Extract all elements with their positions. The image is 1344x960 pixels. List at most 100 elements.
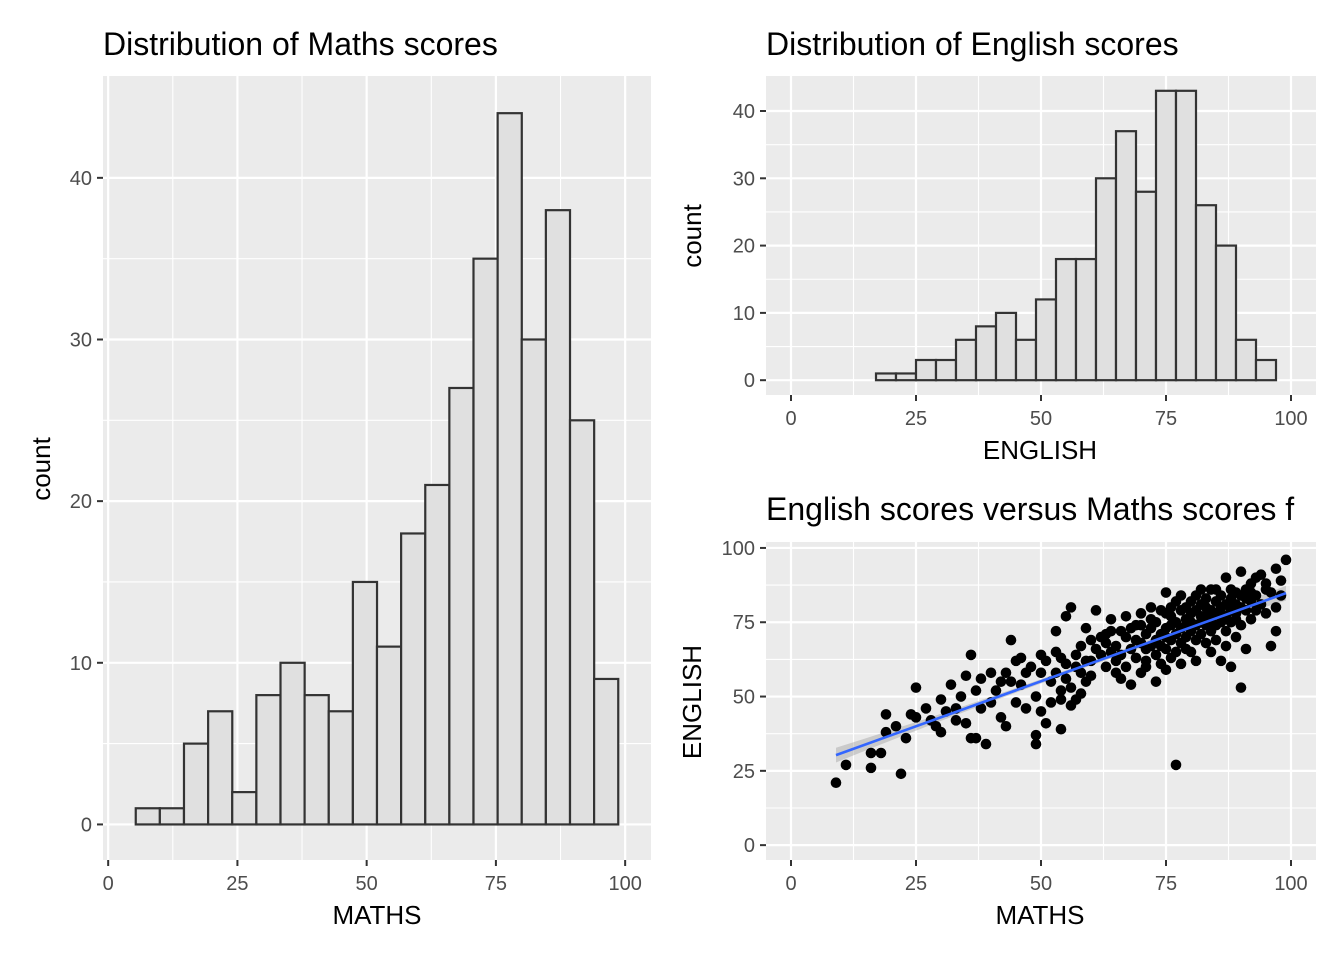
scatter-english-maths-point: [1085, 670, 1097, 682]
english-hist-x-tick-label: 75: [1155, 408, 1177, 430]
english-hist-bar: [894, 372, 918, 382]
maths-hist-bar: [424, 483, 451, 826]
maths-hist-bar: [279, 661, 306, 826]
english-hist-y-tick-label: 0: [744, 370, 755, 392]
scatter-english-maths-point: [1075, 667, 1087, 679]
maths-hist-bar: [182, 742, 210, 826]
english-hist-bar: [1094, 177, 1118, 382]
scatter-english-maths-point: [1195, 628, 1207, 640]
scatter-english-maths-point: [1135, 608, 1147, 619]
english-hist-bar: [954, 338, 978, 382]
maths-hist-y-tick-label: 40: [70, 168, 92, 190]
scatter-english-maths-point: [1140, 655, 1152, 667]
english-hist-y-tick-label: 10: [733, 303, 755, 325]
scatter-english-maths-point: [1200, 637, 1212, 649]
scatter-english-maths-point: [1125, 679, 1137, 690]
scatter-english-maths-point: [1270, 602, 1282, 613]
maths-hist-bar: [231, 791, 258, 826]
maths-hist-bar: [351, 580, 379, 826]
maths-hist-x-tick-label: 50: [356, 873, 378, 895]
scatter-english-maths-point: [890, 720, 902, 732]
maths-hist-bars: [134, 112, 620, 826]
english-hist-y-tick-label: 20: [733, 236, 755, 258]
english-hist-bar: [1234, 338, 1258, 382]
scatter-english-maths-point: [1100, 661, 1112, 673]
scatter-english-maths-point: [1105, 625, 1117, 637]
scatter-english-maths-point: [1065, 682, 1077, 693]
english-hist-bar: [914, 358, 938, 382]
scatter-english-maths-point: [1280, 554, 1292, 566]
scatter-english-maths-point: [1110, 640, 1122, 652]
scatter-english-maths-point: [1220, 640, 1232, 652]
scatter-english-maths-point: [1210, 634, 1222, 646]
scatter-english-maths-x-tick-label: 75: [1155, 873, 1177, 895]
scatter-regression-line: [835, 591, 1287, 757]
scatter-english-maths-point: [1120, 631, 1132, 643]
scatter-english-maths-point: [1100, 637, 1112, 649]
maths-hist-bar: [134, 807, 161, 826]
maths-hist-bar: [448, 386, 475, 826]
scatter-english-maths-x-tick-label: 0: [785, 873, 796, 895]
scatter-english-maths-point: [1035, 706, 1047, 717]
scatter-axes: 0 25 50 75 100 0 25 50 75 100: [722, 538, 1308, 895]
maths-hist-x-tick-label: 25: [226, 873, 248, 895]
english-hist-bars: [874, 89, 1278, 382]
scatter-english-maths-point: [895, 768, 907, 780]
scatter-english-maths-point: [1000, 667, 1012, 679]
maths-hist-x-tick-label: 100: [608, 873, 641, 895]
scatter-english-maths-point: [1030, 691, 1042, 702]
english-hist-bar: [1254, 358, 1278, 382]
scatter-english-maths-point: [1085, 634, 1097, 646]
scatter-english-maths-point: [1240, 643, 1252, 655]
scatter-english-maths-point: [1245, 613, 1257, 625]
scatter-english-maths-point: [945, 679, 957, 690]
scatter-english-maths-point: [1030, 729, 1042, 741]
scatter-english-maths-point: [995, 712, 1007, 723]
scatter-english-maths-point: [1170, 646, 1182, 658]
scatter-english-maths-point: [1220, 625, 1232, 637]
scatter-ylabel: ENGLISH: [677, 645, 707, 759]
scatter-english-maths-point: [840, 759, 852, 771]
scatter-english-maths-point: [1235, 682, 1247, 693]
english-hist-bar: [1054, 257, 1078, 382]
scatter-english-maths-point: [1160, 643, 1172, 655]
scatter-english-maths-point: [1275, 575, 1287, 586]
maths-hist-bar: [375, 645, 403, 826]
scatter-english-maths-point: [1045, 697, 1057, 708]
scatter-english-maths-point: [1150, 616, 1162, 628]
english-hist-y-tick-label: 30: [733, 168, 755, 190]
scatter-english-maths-point: [865, 747, 877, 759]
scatter-english-maths-point: [1120, 610, 1132, 622]
scatter-english-maths-point: [1255, 569, 1267, 580]
scatter-english-maths-point: [1150, 649, 1162, 661]
english-hist-x-tick-label: 25: [905, 408, 927, 430]
maths-hist-title: Distribution of Maths scores: [103, 26, 498, 62]
scatter-english-maths-point: [1000, 720, 1012, 732]
scatter-english-maths-point: [1040, 655, 1052, 667]
scatter-english-maths-point: [1145, 602, 1157, 613]
scatter-english-maths-point: [1020, 703, 1032, 714]
scatter-english-maths-point: [1075, 640, 1087, 652]
maths-hist-bar: [496, 112, 523, 826]
scatter-english-maths-point: [1235, 619, 1247, 631]
scatter-english-maths-point: [1025, 661, 1037, 673]
english-hist-y-tick-label: 40: [733, 101, 755, 123]
scatter-english-maths-point: [1175, 658, 1187, 670]
scatter-english-maths-point: [1160, 664, 1172, 676]
scatter-english-maths-point: [1005, 634, 1017, 646]
scatter-english-maths-point: [1250, 590, 1262, 601]
scatter-english-maths-x-tick-label: 25: [905, 873, 927, 895]
scatter-english-maths-y-tick-label: 0: [744, 835, 755, 857]
scatter-english-maths-point: [1060, 658, 1072, 670]
scatter-english-maths-point: [955, 691, 967, 702]
scatter-english-maths-point: [1235, 566, 1247, 578]
scatter-english-maths-point: [1160, 587, 1172, 598]
maths-hist-bar: [255, 694, 282, 826]
maths-hist-bar: [544, 209, 572, 826]
scatter-english-maths-point: [1015, 652, 1027, 664]
scatter-english-maths-point: [1135, 619, 1147, 631]
maths-hist-bar: [520, 338, 547, 826]
maths-hist-ylabel: count: [26, 436, 56, 500]
scatter-english-maths-point: [1060, 610, 1072, 622]
maths-hist-bar: [327, 710, 354, 826]
